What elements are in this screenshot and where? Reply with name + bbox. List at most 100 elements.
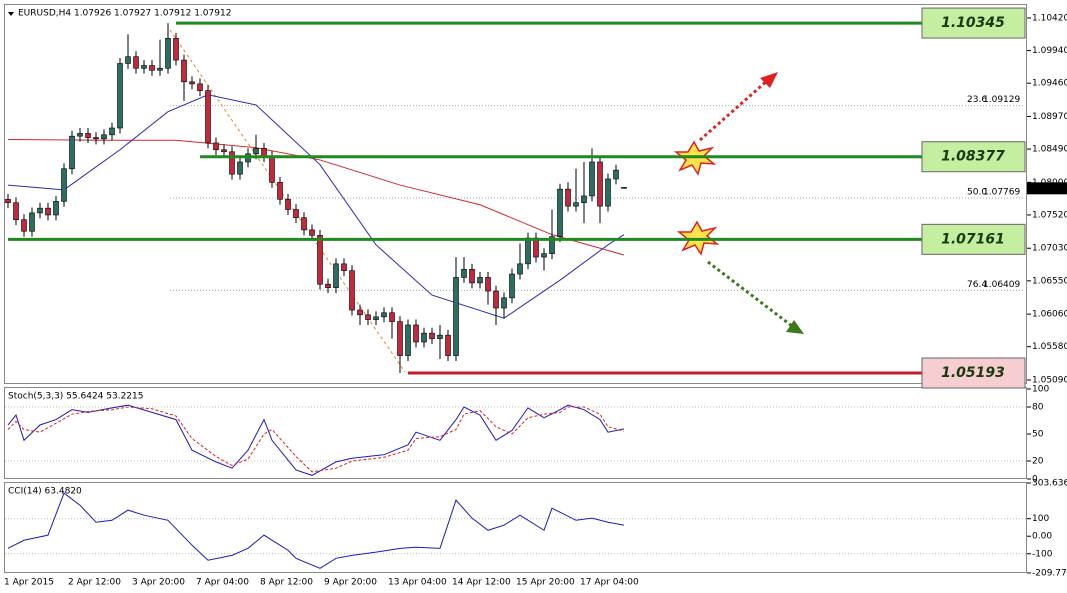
candle-body — [605, 178, 611, 207]
level-label: 1.05193 — [941, 365, 1005, 381]
x-tick-label: 9 Apr 20:00 — [324, 578, 377, 588]
menu-triangle — [8, 12, 14, 16]
candle-body — [37, 207, 43, 214]
candle-body — [189, 81, 195, 85]
y-tick-label: 1.05090 — [1032, 376, 1067, 386]
candle-body — [437, 334, 443, 339]
candle-body — [421, 332, 427, 343]
candle-body — [53, 201, 59, 216]
candle-body — [445, 334, 451, 356]
candle-body — [173, 38, 179, 61]
y-tick-label: 20 — [1032, 456, 1044, 466]
candle-body — [205, 90, 211, 144]
fib-ratio: 50.0 — [967, 188, 987, 198]
cci-title: CCI(14) 63.4820 — [8, 487, 82, 497]
candle-body — [237, 161, 243, 175]
candle-body — [197, 83, 203, 91]
x-tick-label: 2 Apr 12:00 — [68, 578, 121, 588]
candle-body — [229, 151, 235, 175]
y-tick-label: 0.00 — [1032, 532, 1052, 542]
y-tick-label: 0 — [1032, 475, 1038, 485]
level-label: 1.08377 — [941, 149, 1005, 165]
y-tick-label: 100 — [1032, 384, 1049, 394]
x-tick-label: 15 Apr 20:00 — [516, 578, 575, 588]
candle-body — [381, 312, 387, 318]
candle-body — [29, 212, 35, 232]
y-tick-label: 1.10420 — [1032, 13, 1067, 23]
candle-body — [413, 324, 419, 343]
candle-body — [389, 312, 395, 322]
candle-body — [13, 202, 19, 221]
candle-body — [309, 229, 315, 236]
y-tick-label: 80 — [1032, 402, 1044, 412]
fib-price: 1.07769 — [983, 188, 1020, 198]
stoch-title: Stoch(5,3,3) 55.6424 53.2215 — [8, 392, 143, 402]
candle-body — [117, 63, 123, 129]
cci-panel-frame — [4, 482, 1027, 573]
fib-price: 1.06409 — [983, 280, 1020, 290]
y-tick-label: 1.07030 — [1032, 244, 1067, 254]
y-tick-label: 1.08490 — [1032, 145, 1067, 155]
candle-body — [493, 290, 499, 309]
candle-body — [613, 169, 619, 180]
candle-body — [565, 188, 571, 207]
level-box — [921, 141, 1026, 173]
candle-body — [221, 149, 227, 153]
candle-body — [213, 142, 219, 151]
x-tick-label: 8 Apr 12:00 — [260, 578, 313, 588]
candle-body — [469, 268, 475, 284]
level-box — [921, 357, 1026, 389]
candle-body — [149, 65, 155, 71]
candle-body — [325, 283, 331, 288]
y-tick-label: 303.6363 — [1032, 479, 1067, 489]
annotations: 1.10345 1.08377 1.07161 1.05193 — [8, 7, 1026, 389]
candle-body — [341, 263, 347, 271]
fib-ratio: 76.4 — [967, 280, 987, 290]
y-tick-label: 1.09940 — [1032, 46, 1067, 56]
y-tick-label: 1.08970 — [1032, 112, 1067, 122]
candle-body — [533, 237, 539, 258]
indicator-line — [7, 406, 625, 473]
level-box — [921, 7, 1026, 39]
candle-body — [269, 156, 275, 183]
candle-body — [557, 188, 563, 237]
candle-body — [133, 56, 139, 69]
symbol-header: EURUSD,H4 1.07926 1.07927 1.07912 1.0791… — [18, 9, 231, 19]
moving-average — [7, 94, 625, 319]
up-arrow-head — [760, 72, 778, 88]
level-box — [921, 223, 1026, 255]
down-arrow-head — [786, 320, 804, 334]
fib-ratio: 23.6 — [967, 95, 987, 105]
candle-body — [509, 273, 515, 299]
candle-body — [405, 324, 411, 356]
x-tick-label: 13 Apr 04:00 — [388, 578, 447, 588]
candle-body — [485, 277, 491, 292]
candle-body — [293, 209, 299, 218]
level-label: 1.10345 — [941, 15, 1005, 31]
candle-body — [285, 199, 291, 210]
candle-body — [157, 67, 163, 71]
current-price-label: 1.07912 — [1029, 184, 1066, 194]
candle-body — [61, 168, 67, 202]
fib-price: 1.09129 — [983, 95, 1020, 105]
candle-body — [397, 321, 403, 356]
candle-body — [453, 277, 459, 356]
y-tick-label: -100 — [1032, 549, 1053, 559]
candle-body — [165, 38, 171, 69]
candle-body — [85, 133, 91, 138]
main-panel-frame — [4, 4, 1027, 384]
candle-body — [477, 277, 483, 284]
candle-body — [357, 309, 363, 316]
candle-body — [253, 148, 259, 155]
y-tick-label: 100 — [1032, 514, 1049, 524]
candle-body — [109, 127, 115, 136]
candle-body — [77, 133, 83, 137]
x-tick-label: 1 Apr 2015 — [4, 578, 54, 588]
candle-body — [429, 332, 435, 339]
y-tick-label: 1.06060 — [1032, 310, 1067, 320]
candle-body — [69, 135, 75, 170]
candle-body — [125, 56, 131, 64]
candle-body — [581, 195, 587, 204]
